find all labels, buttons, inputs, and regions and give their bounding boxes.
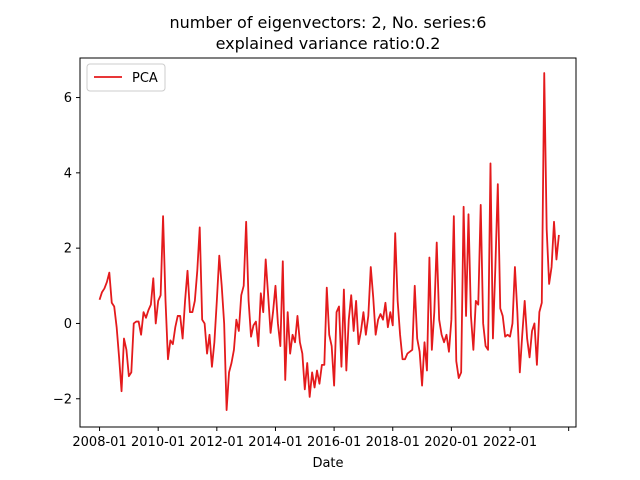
y-tick-label: −2 [53, 392, 72, 407]
chart-title-line-1: number of eigenvectors: 2, No. series:6 [170, 13, 487, 32]
y-tick-label: 0 [64, 317, 72, 332]
x-tick-label: 2008-01 [72, 435, 126, 450]
x-tick-label: 2014-01 [248, 435, 302, 450]
plot-frame [79, 57, 577, 428]
x-tick-label: 2022-01 [483, 435, 537, 450]
x-tick-label: 2012-01 [190, 435, 244, 450]
y-tick-label: 4 [64, 166, 72, 181]
legend: PCA [86, 63, 166, 92]
x-tick-label: 2016-01 [307, 435, 361, 450]
y-tick-label: 6 [64, 91, 72, 106]
x-tick-label: 2020-01 [424, 435, 478, 450]
plot-area [79, 57, 577, 428]
legend-label-pca: PCA [132, 71, 158, 86]
y-axis: −2 0 2 4 6 [53, 91, 80, 407]
x-axis: 2008-01 2010-01 2012-01 2014-01 2016-01 2018-… [72, 427, 570, 450]
chart-title-line-2: explained variance ratio:0.2 [216, 34, 441, 53]
legend-box [86, 63, 166, 92]
x-tick-label: 2010-01 [131, 435, 185, 450]
x-tick-label: 2018-01 [366, 435, 420, 450]
x-axis-label: Date [312, 456, 343, 471]
series-line-pca [98, 72, 560, 411]
plot-background [80, 58, 576, 427]
y-tick-label: 2 [64, 242, 72, 257]
